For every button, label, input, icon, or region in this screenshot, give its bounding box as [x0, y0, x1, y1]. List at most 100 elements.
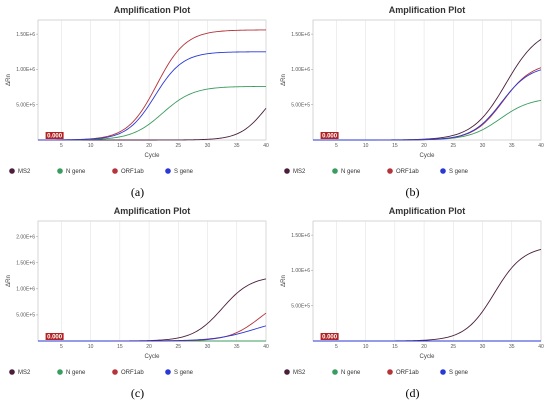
y-tick-label: 1.00E+6	[16, 67, 35, 73]
chart-title: Amplification Plot	[389, 5, 466, 15]
legend-marker	[440, 168, 446, 174]
legend-label: S gene	[449, 169, 469, 175]
legend-label: MS2	[293, 370, 306, 376]
x-tick-label: 10	[88, 344, 94, 350]
legend-label: ORF1ab	[396, 169, 419, 175]
x-axis-label: Cycle	[419, 153, 435, 159]
legend-label: N gene	[341, 169, 361, 175]
legend-marker	[112, 168, 118, 174]
legend-marker	[9, 168, 15, 174]
y-tick-label: 5.00E+5	[16, 313, 35, 319]
legend-label: ORF1ab	[121, 370, 144, 376]
y-tick-label: 5.00E+5	[291, 304, 310, 310]
x-tick-label: 40	[538, 143, 544, 149]
plot-area	[312, 19, 542, 141]
legend-marker	[440, 369, 446, 375]
panel-caption: (b)	[406, 185, 420, 199]
x-tick-label: 25	[176, 344, 182, 350]
legend-label: S gene	[174, 169, 194, 175]
threshold-badge	[45, 132, 64, 139]
y-tick-label: 1.00E+6	[291, 268, 310, 274]
x-tick-label: 35	[509, 344, 515, 350]
legend-marker	[284, 369, 290, 375]
chart-title: Amplification Plot	[114, 5, 191, 15]
x-tick-label: 10	[88, 143, 94, 149]
x-tick-label: 35	[234, 344, 240, 350]
panel-c: Amplification Plot 5 10 15 20 25 30 35 40 5.00E+5…	[0, 201, 275, 402]
threshold-label: 0.000	[47, 134, 63, 140]
x-tick-label: 20	[146, 143, 152, 149]
x-tick-label: 40	[263, 344, 269, 350]
legend-marker	[57, 168, 63, 174]
y-tick-label: 5.00E+5	[16, 103, 35, 109]
x-tick-label: 5	[335, 143, 338, 149]
chart-svg: Amplification Plot 5 10 15 20 25 30 35 40 5.00E+5…	[281, 206, 544, 400]
y-tick-label: 1.50E+6	[16, 32, 35, 38]
x-axis-label: Cycle	[144, 153, 160, 159]
x-axis-label: Cycle	[419, 354, 435, 360]
x-tick-label: 15	[392, 344, 398, 350]
legend-marker	[387, 168, 393, 174]
series-line-s-gene	[38, 51, 267, 141]
x-tick-label: 15	[392, 143, 398, 149]
x-tick-label: 30	[480, 143, 486, 149]
legend-label: S gene	[174, 370, 194, 376]
legend-marker	[387, 369, 393, 375]
legend-marker	[165, 168, 171, 174]
chart-svg: Amplification Plot 5 10 15 20 25 30 35 40 5.00E+5…	[6, 206, 269, 400]
y-axis-label: ΔRn	[281, 74, 287, 86]
plot-area	[37, 19, 267, 141]
legend-label: MS2	[18, 370, 31, 376]
legend-marker	[165, 369, 171, 375]
legend-marker	[332, 168, 338, 174]
x-tick-label: 30	[480, 344, 486, 350]
legend-marker	[112, 369, 118, 375]
y-axis-label: ΔRn	[6, 74, 12, 86]
legend-marker	[284, 168, 290, 174]
threshold-badge	[320, 333, 339, 340]
panel-b: Amplification Plot 5 10 15 20 25 30 35 40 5.00E+5…	[275, 0, 550, 201]
threshold-badge	[45, 333, 64, 340]
panel-caption: (c)	[131, 386, 144, 400]
threshold-label: 0.000	[47, 335, 63, 341]
series-line-s-gene	[38, 325, 267, 342]
x-tick-label: 15	[117, 143, 123, 149]
x-tick-label: 5	[335, 344, 338, 350]
y-axis-label: ΔRn	[6, 275, 12, 287]
y-axis-label: ΔRn	[281, 275, 287, 287]
chart-svg: Amplification Plot 5 10 15 20 25 30 35 40 5.00E+5…	[281, 5, 544, 199]
y-tick-label: 1.50E+6	[291, 32, 310, 38]
x-tick-label: 20	[146, 344, 152, 350]
x-tick-label: 15	[117, 344, 123, 350]
legend-label: S gene	[449, 370, 469, 376]
legend-label: N gene	[66, 370, 86, 376]
panel-caption: (a)	[131, 185, 144, 199]
y-tick-label: 5.00E+5	[291, 103, 310, 109]
y-tick-label: 1.50E+6	[291, 233, 310, 239]
panel-a: Amplification Plot 5 10 15 20 25 30 35 40 5.00E+5…	[0, 0, 275, 201]
legend-label: MS2	[18, 169, 31, 175]
y-tick-label: 1.50E+6	[16, 261, 35, 267]
x-tick-label: 30	[205, 143, 211, 149]
legend-label: ORF1ab	[396, 370, 419, 376]
legend-label: ORF1ab	[121, 169, 144, 175]
y-tick-label: 1.00E+6	[16, 287, 35, 293]
x-tick-label: 25	[176, 143, 182, 149]
y-tick-label: 2.00E+6	[16, 234, 35, 240]
x-tick-label: 25	[451, 344, 457, 350]
y-tick-label: 1.00E+6	[291, 67, 310, 73]
x-axis-label: Cycle	[144, 354, 160, 360]
legend-label: N gene	[66, 169, 86, 175]
x-tick-label: 30	[205, 344, 211, 350]
chart-title: Amplification Plot	[114, 206, 191, 216]
legend-marker	[332, 369, 338, 375]
panel-caption: (d)	[406, 386, 420, 400]
panel-d: Amplification Plot 5 10 15 20 25 30 35 40 5.00E+5…	[275, 201, 550, 402]
x-tick-label: 40	[263, 143, 269, 149]
x-tick-label: 40	[538, 344, 544, 350]
chart-title: Amplification Plot	[389, 206, 466, 216]
plot-area	[312, 220, 542, 342]
x-tick-label: 25	[451, 143, 457, 149]
legend-label: N gene	[341, 370, 361, 376]
